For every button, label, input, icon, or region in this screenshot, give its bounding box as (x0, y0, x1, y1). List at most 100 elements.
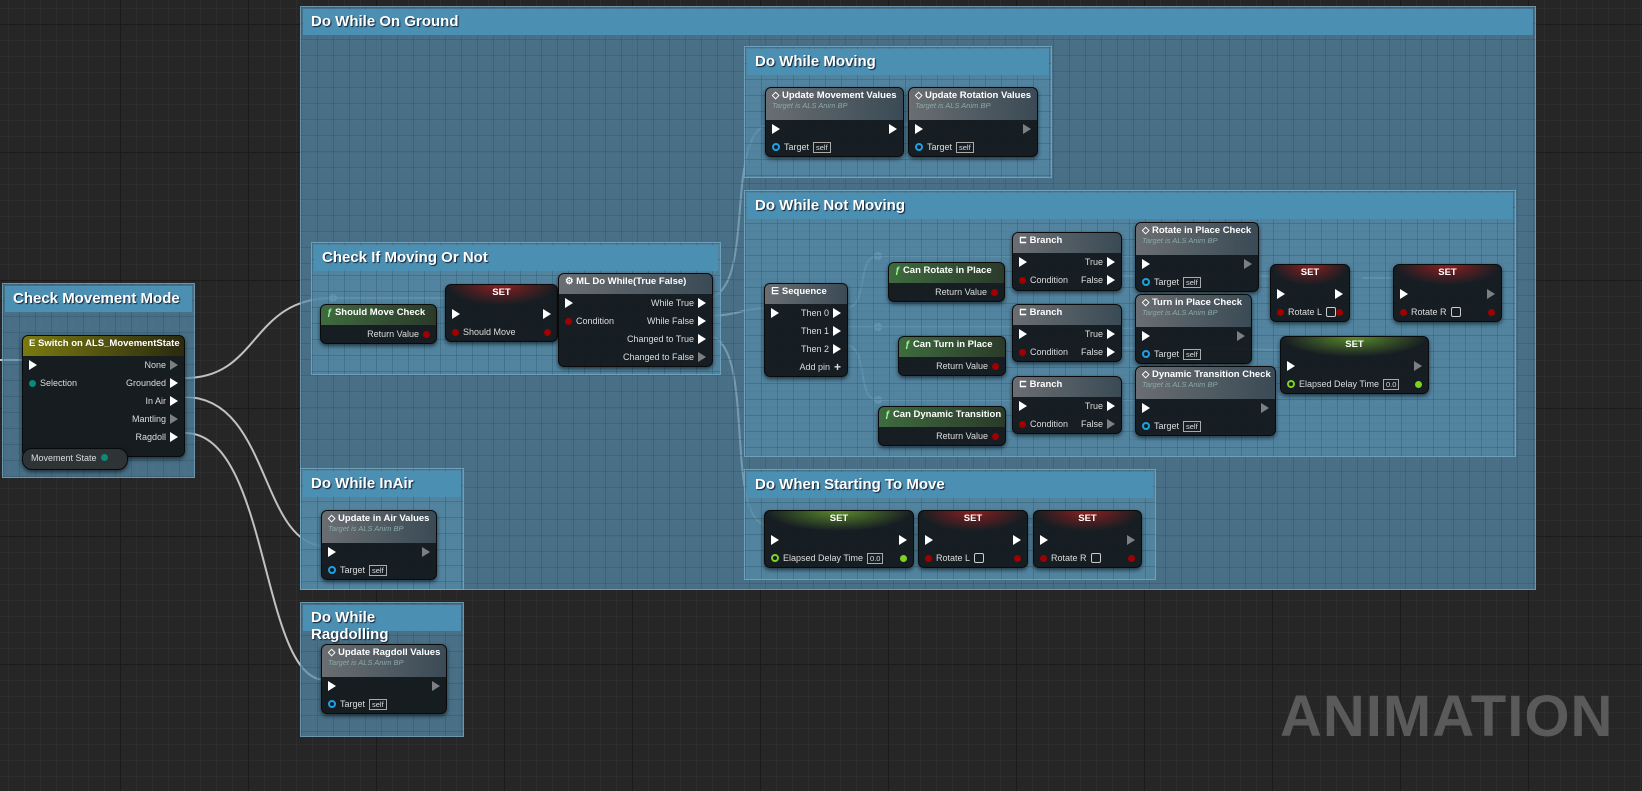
pin-rotate-l[interactable]: Rotate L (1277, 307, 1337, 317)
enum-pin-icon[interactable] (100, 454, 108, 461)
exec-pin-icon[interactable] (422, 547, 430, 557)
obj-pin-icon[interactable] (915, 143, 923, 151)
node-switch[interactable]: E Switch on ALS_MovementState None Selecti… (22, 335, 185, 457)
node-urv[interactable]: ◇ Update Rotation Values Target is ALS An… (908, 87, 1038, 157)
pin-elapsed-delay-time[interactable]: Elapsed Delay Time 0.0 (1287, 378, 1400, 390)
exec-pin-icon[interactable] (1107, 257, 1115, 267)
pin-exec[interactable] (432, 681, 440, 691)
pin-while-true[interactable]: While True (651, 298, 706, 308)
pin-none[interactable]: None (144, 360, 178, 370)
pin-bool[interactable] (1488, 308, 1495, 316)
pin-exec[interactable] (328, 681, 336, 691)
node-ctp[interactable]: ƒ Can Turn in Place Return Value (898, 336, 1006, 376)
exec-pin-icon[interactable] (1019, 257, 1027, 267)
pin-in-air[interactable]: In Air (145, 396, 178, 406)
exec-pin-icon[interactable] (1277, 289, 1285, 299)
obj-pin-icon[interactable] (1142, 278, 1150, 286)
pin-target[interactable]: Target self (328, 698, 387, 710)
exec-pin-icon[interactable] (915, 124, 923, 134)
bool-pin-icon[interactable] (1336, 308, 1344, 316)
pin-exec[interactable] (1277, 289, 1285, 299)
pin-exec[interactable] (1244, 259, 1252, 269)
pin-exec[interactable] (1142, 331, 1150, 341)
pin-exec[interactable] (925, 535, 933, 545)
exec-pin-icon[interactable] (1237, 331, 1245, 341)
exec-pin-icon[interactable] (1400, 289, 1408, 299)
pin-return-value[interactable]: Return Value (367, 329, 430, 339)
node-setrr[interactable]: SET Rotate R (1393, 264, 1502, 322)
pin-then-2[interactable]: Then 2 (801, 344, 841, 354)
pin-default-value[interactable]: self (1183, 348, 1201, 360)
checkbox[interactable] (1326, 307, 1337, 317)
pin-then-1[interactable]: Then 1 (801, 326, 841, 336)
pin-exec[interactable] (1487, 289, 1495, 299)
pin-exec[interactable] (1261, 403, 1269, 413)
exec-pin-icon[interactable] (698, 316, 706, 326)
bool-pin-icon[interactable] (1019, 348, 1026, 356)
node-seq[interactable]: ⋿ Sequence Then 0 Then 1 Then 2 Add pin + (764, 283, 848, 377)
exec-pin-icon[interactable] (1107, 419, 1115, 429)
pin-return-value[interactable]: Return Value (936, 431, 999, 441)
exec-pin-icon[interactable] (1019, 329, 1027, 339)
bool-pin-icon[interactable] (1488, 308, 1495, 316)
exec-pin-icon[interactable] (452, 309, 460, 319)
node-br3[interactable]: ⊏ Branch True Condition False (1012, 376, 1122, 434)
bool-pin-icon[interactable] (1019, 420, 1026, 428)
exec-pin-icon[interactable] (1040, 535, 1048, 545)
exec-pin-icon[interactable] (432, 681, 440, 691)
exec-pin-icon[interactable] (1287, 361, 1295, 371)
pin-default-value[interactable]: self (369, 698, 387, 710)
pin-exec[interactable] (1414, 361, 1422, 371)
node-mldo[interactable]: ⚙ ML Do While(True False) While True Condi… (558, 273, 713, 367)
exec-pin-icon[interactable] (889, 124, 897, 134)
exec-pin-icon[interactable] (698, 334, 706, 344)
pin-default-value[interactable]: self (369, 564, 387, 576)
pin-condition[interactable]: Condition (1019, 275, 1068, 285)
pin-target[interactable]: Target self (1142, 348, 1201, 360)
pin-exec[interactable] (889, 124, 897, 134)
exec-pin-icon[interactable] (1107, 329, 1115, 339)
exec-pin-icon[interactable] (328, 681, 336, 691)
pin-target[interactable]: Target self (1142, 276, 1201, 288)
node-tipc[interactable]: ◇ Turn in Place Check Target is ALS Anim … (1135, 294, 1252, 364)
pin-default-value[interactable]: self (956, 141, 974, 153)
exec-pin-icon[interactable] (833, 326, 841, 336)
obj-pin-icon[interactable] (772, 143, 780, 151)
exec-pin-icon[interactable] (1261, 403, 1269, 413)
bool-pin-icon[interactable] (925, 554, 932, 562)
float-pin-icon[interactable] (771, 554, 779, 562)
pin-exec[interactable] (772, 124, 780, 134)
node-dtc[interactable]: ◇ Dynamic Transition Check Target is ALS … (1135, 366, 1276, 436)
pin-target[interactable]: Target self (772, 141, 831, 153)
node-setrl[interactable]: SET Rotate L (1270, 264, 1350, 322)
pin-default-value[interactable]: self (1183, 276, 1201, 288)
bool-pin-icon[interactable] (992, 362, 999, 370)
pin-exec[interactable] (1335, 289, 1343, 299)
pin-exec[interactable] (1142, 259, 1150, 269)
pin-exec[interactable] (1019, 401, 1027, 411)
pin-selection[interactable]: Selection (29, 378, 77, 388)
pin-exec[interactable] (1287, 361, 1295, 371)
pin-exec[interactable] (899, 535, 907, 545)
exec-pin-icon[interactable] (1142, 403, 1150, 413)
pin-exec[interactable] (1023, 124, 1031, 134)
pin-default-value[interactable]: self (813, 141, 831, 153)
bool-pin-icon[interactable] (1277, 308, 1284, 316)
node-urdv[interactable]: ◇ Update Ragdoll Values Target is ALS Ani… (321, 644, 447, 714)
exec-pin-icon[interactable] (1127, 535, 1135, 545)
node-setrl2[interactable]: SET Rotate L (918, 510, 1028, 568)
exec-pin-icon[interactable] (1142, 259, 1150, 269)
float-pin-icon[interactable] (900, 554, 907, 562)
pin-default-value[interactable]: 0.0 (1383, 378, 1400, 390)
pin-exec[interactable] (328, 547, 336, 557)
exec-pin-icon[interactable] (1142, 331, 1150, 341)
pin-changed-to-false[interactable]: Changed to False (623, 352, 706, 362)
bool-pin-icon[interactable] (423, 330, 430, 338)
pin-exec[interactable] (543, 309, 551, 319)
obj-pin-icon[interactable] (328, 566, 336, 574)
bool-pin-icon[interactable] (1400, 308, 1407, 316)
node-crp[interactable]: ƒ Can Rotate in Place Return Value (888, 262, 1005, 302)
exec-pin-icon[interactable] (771, 535, 779, 545)
node-setrr2[interactable]: SET Rotate R (1033, 510, 1142, 568)
exec-pin-icon[interactable] (170, 432, 178, 442)
